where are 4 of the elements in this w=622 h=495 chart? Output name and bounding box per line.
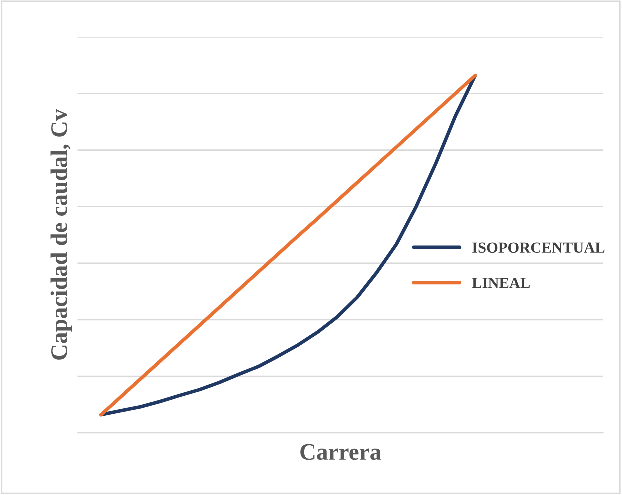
x-axis-title: Carrera xyxy=(300,444,382,460)
legend-label: ISOPORCENTUAL xyxy=(472,242,605,254)
legend-label: LINEAL xyxy=(472,278,530,288)
y-axis-title: Capacidad de caudal, Cv xyxy=(50,109,72,360)
